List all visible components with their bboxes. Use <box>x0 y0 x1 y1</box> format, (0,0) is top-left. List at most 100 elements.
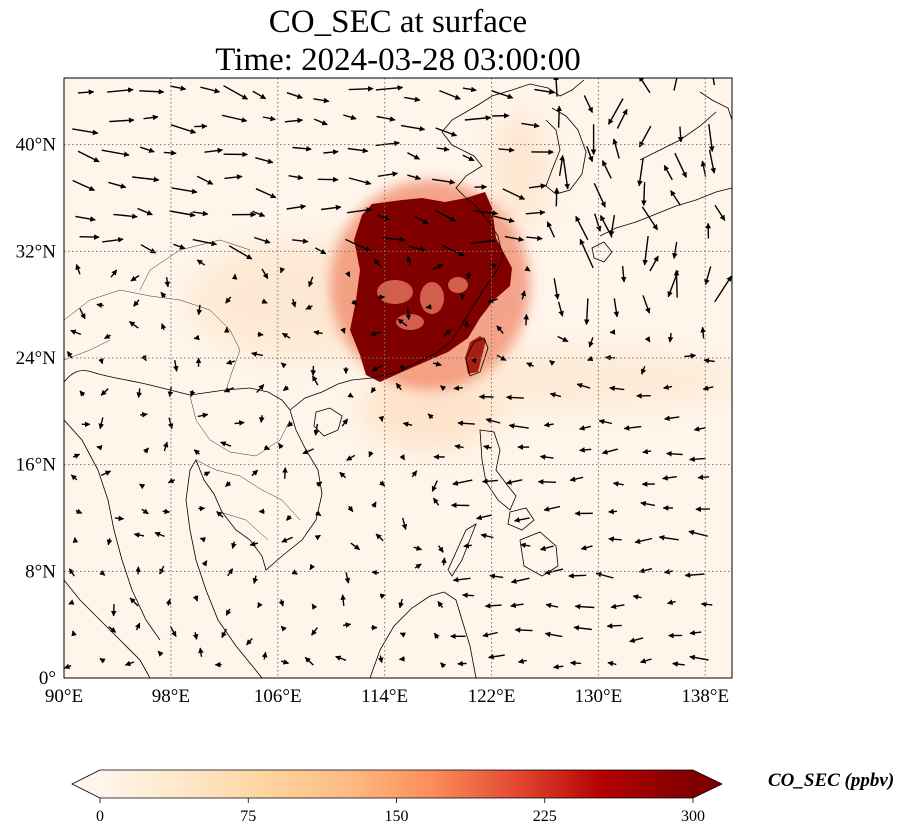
wind-arrow <box>594 213 602 232</box>
wind-arrow <box>658 534 679 541</box>
wind-arrow <box>557 335 569 343</box>
wind-arrow <box>435 127 458 137</box>
wind-arrow <box>371 501 377 508</box>
colorbar-tick-label: 75 <box>240 808 256 825</box>
wind-arrow <box>285 514 292 521</box>
wind-arrow <box>343 114 357 121</box>
colorbar-body <box>100 770 693 798</box>
wind-arrow <box>252 90 267 100</box>
wind-arrow <box>399 632 406 638</box>
wind-arrow <box>378 415 384 422</box>
wind-arrow <box>203 471 211 477</box>
wind-arrow <box>586 145 594 163</box>
wind-arrow <box>251 469 259 477</box>
wind-arrow <box>302 448 314 455</box>
wind-arrow <box>471 357 478 364</box>
wind-arrow <box>257 601 263 609</box>
wind-arrow <box>700 601 713 608</box>
wind-arrow <box>498 147 515 153</box>
wind-arrow <box>160 323 167 331</box>
wind-arrow <box>473 210 499 216</box>
wind-arrow <box>99 657 106 664</box>
wind-arrow <box>481 478 498 485</box>
wind-arrow <box>553 278 560 300</box>
wind-arrow <box>350 542 361 551</box>
coast-visayas <box>507 507 535 531</box>
wind-arrow <box>351 299 358 306</box>
wind-arrow <box>251 351 264 357</box>
wind-arrow <box>139 88 165 95</box>
wind-arrow <box>311 627 318 636</box>
wind-arrow <box>375 533 384 542</box>
wind-arrow <box>113 213 138 220</box>
wind-arrow <box>457 420 475 427</box>
wind-arrow <box>344 572 351 584</box>
latitude-tick-labels: 0° 8°N 16°N 24°N 32°N 40°N <box>16 135 57 689</box>
wind-arrow <box>287 421 294 428</box>
wind-arrow <box>305 304 313 310</box>
wind-arrow <box>292 145 312 152</box>
wind-arrow <box>537 479 557 485</box>
wind-arrow <box>171 187 198 195</box>
wind-arrow <box>288 174 304 181</box>
wind-arrow <box>137 207 153 216</box>
wind-arrow <box>189 390 196 397</box>
wind-arrow <box>100 470 112 477</box>
wind-arrow <box>664 415 680 422</box>
wind-arrow <box>544 631 563 638</box>
wind-arrow <box>425 303 432 310</box>
wind-arrow <box>223 387 234 393</box>
wind-arrow <box>280 659 290 665</box>
wind-arrow <box>160 291 167 298</box>
wind-arrow <box>465 272 472 280</box>
wind-arrow <box>583 298 590 326</box>
wind-arrow <box>587 355 594 362</box>
wind-arrow <box>556 105 562 128</box>
wind-arrow <box>371 364 383 372</box>
wind-arrow <box>280 625 287 632</box>
wind-arrow <box>644 336 651 343</box>
wind-arrow <box>98 417 105 430</box>
wind-arrow <box>341 418 349 427</box>
wind-arrow <box>714 204 726 221</box>
wind-arrow <box>689 630 702 636</box>
wind-arrow <box>228 245 253 260</box>
wind-arrow <box>114 515 125 522</box>
wind-arrow <box>249 541 259 547</box>
wind-arrow <box>278 599 285 607</box>
wind-arrow <box>133 299 140 307</box>
wind-arrow <box>75 508 83 514</box>
wind-arrow <box>399 454 406 461</box>
wind-arrow <box>162 441 169 452</box>
wind-arrow <box>347 147 369 154</box>
wind-arrow <box>224 174 243 180</box>
wind-arrow <box>408 245 426 252</box>
lon-tick-label: 138°E <box>681 686 729 707</box>
wind-arrow <box>344 271 351 278</box>
wind-arrow <box>406 255 412 266</box>
wind-arrow <box>439 89 461 100</box>
wind-arrow <box>192 210 209 217</box>
wind-arrow <box>108 626 117 633</box>
wind-arrow <box>693 426 706 432</box>
lon-tick-label: 114°E <box>361 686 408 707</box>
wind-arrow <box>689 456 707 463</box>
wind-arrow <box>606 623 622 629</box>
wind-arrow <box>708 149 716 174</box>
wind-arrow <box>673 269 680 298</box>
wind-arrow <box>101 149 130 157</box>
wind-arrow <box>77 150 100 163</box>
wind-arrow <box>108 181 127 189</box>
wind-arrow <box>460 293 466 300</box>
wind-arrow <box>225 608 232 616</box>
colorbar: 0 75 150 225 300 <box>71 769 723 825</box>
wind-arrow <box>196 259 206 266</box>
wind-arrow <box>452 576 471 583</box>
wind-arrow <box>71 630 77 637</box>
wind-arrow <box>347 505 354 513</box>
wind-arrow <box>72 537 79 543</box>
wind-arrow <box>539 545 554 551</box>
wind-arrow <box>259 415 265 423</box>
wind-arrow <box>164 277 171 288</box>
lon-tick-label: 106°E <box>254 686 302 707</box>
